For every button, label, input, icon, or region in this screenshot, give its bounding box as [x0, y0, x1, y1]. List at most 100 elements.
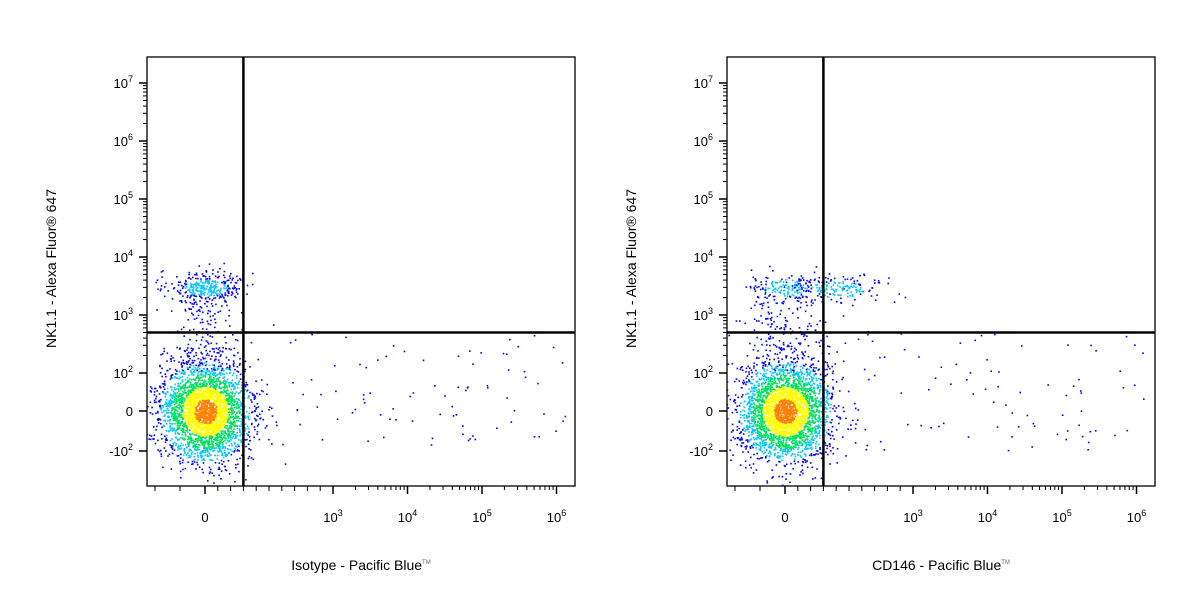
event-dot	[201, 290, 203, 293]
event-dot	[199, 426, 201, 428]
event-dot	[798, 436, 800, 438]
event-dot	[172, 287, 175, 290]
event-dot	[223, 287, 226, 290]
event-dot	[802, 400, 804, 403]
event-dot	[248, 418, 251, 421]
event-dot	[193, 410, 195, 412]
event-dot	[721, 419, 723, 421]
event-dot	[181, 433, 183, 436]
event-dot	[226, 403, 228, 406]
event-dot	[805, 408, 808, 410]
event-dot	[206, 279, 208, 282]
event-dot	[184, 432, 186, 434]
event-dot	[225, 301, 227, 303]
event-dot	[199, 455, 202, 457]
event-dot	[835, 407, 838, 409]
event-dot	[248, 436, 251, 438]
event-dot	[761, 436, 763, 439]
event-dot	[167, 455, 169, 457]
event-dot	[805, 461, 807, 463]
event-dot	[776, 372, 778, 375]
event-dot	[214, 402, 217, 405]
event-dot	[819, 447, 821, 449]
event-dot	[762, 395, 765, 397]
event-dot	[791, 414, 793, 416]
event-dot	[175, 405, 178, 408]
event-dot	[204, 443, 206, 446]
event-dot	[218, 347, 221, 349]
y-tick-label: 102	[114, 364, 133, 381]
event-dot	[220, 382, 223, 384]
event-dot	[753, 430, 756, 432]
event-dot	[805, 406, 808, 409]
event-dot	[369, 392, 371, 394]
event-dot	[226, 290, 229, 292]
event-dot	[813, 373, 815, 375]
event-dot	[186, 429, 189, 431]
event-dot	[233, 404, 236, 406]
event-dot	[219, 403, 221, 406]
event-dot	[196, 429, 199, 432]
event-dot	[197, 435, 200, 437]
event-dot	[211, 389, 213, 391]
event-dot	[193, 355, 195, 358]
event-dot	[204, 414, 207, 416]
event-dot	[211, 429, 213, 432]
event-dot	[230, 406, 233, 409]
event-dot	[773, 413, 775, 415]
event-dot	[752, 390, 754, 392]
event-dot	[179, 427, 181, 430]
event-dot	[195, 393, 198, 396]
event-dot	[210, 459, 212, 461]
event-dot	[200, 296, 202, 298]
event-dot	[192, 388, 194, 390]
event-dot	[217, 411, 219, 413]
event-dot	[184, 308, 187, 311]
event-dot	[753, 362, 756, 364]
event-dot	[220, 401, 222, 404]
event-dot	[172, 416, 175, 418]
event-dot	[221, 454, 223, 457]
event-dot	[190, 308, 192, 310]
event-dot	[779, 433, 782, 435]
event-dot	[189, 405, 192, 408]
event-dot	[179, 293, 181, 295]
event-dot	[201, 455, 204, 457]
event-dot	[213, 412, 215, 415]
event-dot	[162, 270, 164, 272]
event-dot	[193, 294, 195, 297]
event-dot	[231, 430, 234, 433]
event-dot	[218, 466, 220, 469]
event-dot	[183, 326, 185, 329]
event-dot	[237, 463, 239, 465]
event-dot	[790, 412, 793, 414]
event-dot	[202, 392, 205, 395]
event-dot	[818, 418, 821, 420]
event-dot	[191, 359, 194, 362]
event-dot	[213, 394, 215, 397]
event-dot	[798, 419, 801, 421]
event-dot	[179, 460, 181, 463]
event-dot	[229, 287, 231, 290]
event-dot	[213, 348, 215, 350]
event-dot	[201, 442, 204, 444]
event-dot	[197, 396, 199, 398]
event-dot	[176, 395, 178, 398]
event-dot	[800, 371, 802, 373]
event-dot	[240, 405, 242, 408]
event-dot	[787, 413, 789, 416]
event-dot	[196, 287, 199, 289]
event-dot	[171, 409, 173, 412]
event-dot	[268, 438, 270, 441]
event-dot	[223, 405, 225, 407]
event-dot	[189, 338, 191, 341]
event-dot	[815, 418, 818, 421]
event-dot	[176, 416, 178, 418]
event-dot	[189, 399, 192, 402]
event-dot	[213, 389, 215, 392]
event-dot	[795, 404, 797, 406]
event-dot	[226, 401, 228, 404]
event-dot	[193, 434, 196, 436]
event-dot	[202, 451, 204, 453]
event-dot	[811, 437, 813, 440]
